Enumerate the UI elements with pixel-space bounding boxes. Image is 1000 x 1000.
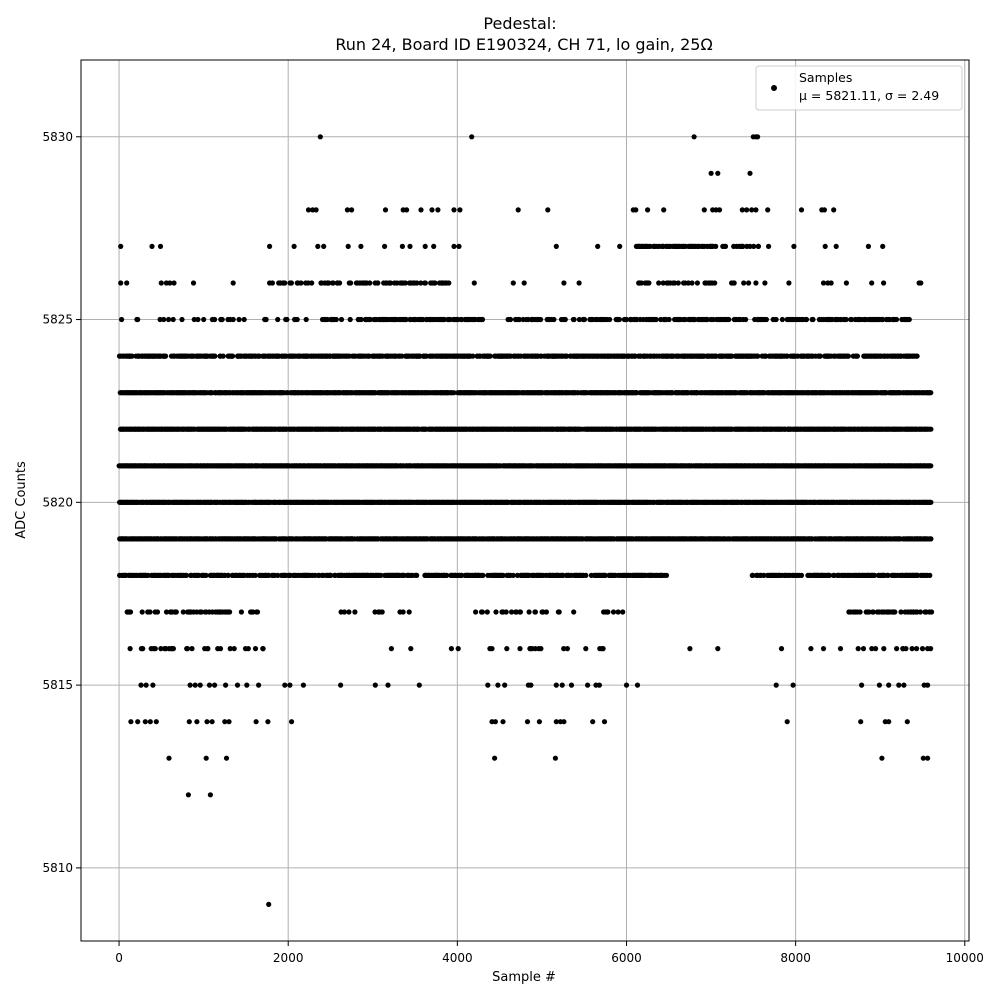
chart-title-line2: Run 24, Board ID E190324, CH 71, lo gain… [335,35,712,54]
sample-point [583,572,589,579]
sample-point [663,572,670,579]
sample-point [826,572,833,579]
sample-point [871,572,878,579]
sample-point [252,572,258,579]
sample-point [500,572,506,579]
sample-point [602,572,608,579]
sample-point [414,572,420,579]
sample-point [183,572,189,579]
sample-point [885,572,891,579]
sample-point [225,572,231,579]
data-points [116,134,935,908]
sample-point [444,572,450,579]
sample-point [928,463,934,469]
sample-point [510,572,516,579]
sample-point [328,572,334,579]
sample-point [798,572,805,579]
sample-point [203,572,209,579]
sample-point [928,499,934,505]
sample-point [750,572,756,579]
sample-point [927,572,933,579]
sample-point [378,572,384,579]
sample-point [480,572,486,579]
sample-point [459,572,465,579]
sample-point [761,572,767,579]
sample-point [928,536,934,542]
sample-point [275,572,281,579]
sample-point [928,426,934,432]
chart-title-line1: Pedestal: [483,14,556,33]
